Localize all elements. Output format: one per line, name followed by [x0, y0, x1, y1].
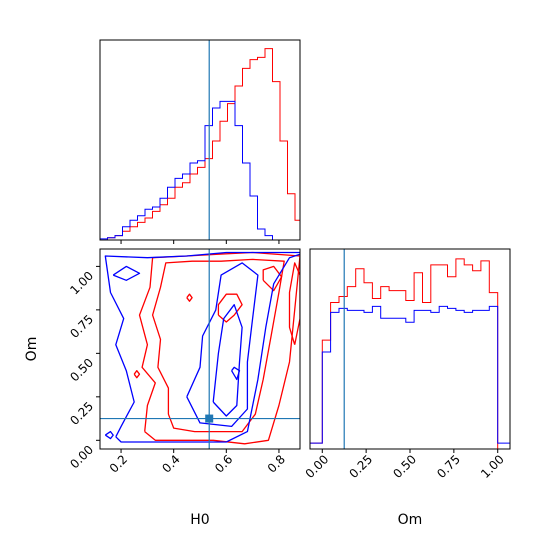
- h0-axis-label: H0: [190, 512, 209, 528]
- contour-2: [217, 293, 243, 323]
- contour-5: [186, 293, 193, 302]
- om-marginal-frame: [309, 248, 511, 450]
- om-tick-label-1: 0.25: [67, 399, 96, 428]
- om-hist-series-0: [310, 258, 510, 450]
- h0-hist-layer: [100, 48, 300, 241]
- om-x-tick-label-2: 0.50: [390, 452, 419, 481]
- om-y-axis-label: Om: [24, 337, 40, 362]
- om-tick-label-4: 1.00: [67, 269, 96, 298]
- contour-1: [151, 258, 285, 433]
- contour-layer: [104, 251, 300, 445]
- contour-4: [262, 265, 283, 292]
- om-x-tick-label-0: 0.00: [303, 452, 332, 481]
- om-x-tick-label-3: 0.75: [434, 452, 463, 481]
- om-tick-label-0: 0.00: [67, 443, 96, 472]
- h0-tick-label-2: 0.6: [212, 452, 235, 475]
- contour-12: [112, 265, 141, 281]
- contour-8: [186, 262, 259, 428]
- om-axis-label: Om: [398, 512, 423, 528]
- h0-hist-series-0: [100, 48, 300, 241]
- h0-hist-series-1: [100, 100, 300, 241]
- h0-tick-label-1: 0.4: [159, 452, 182, 475]
- om-x-axis-ticks: 0.00 0.25 0.50 0.75 1.00: [303, 449, 507, 481]
- contour-7: [104, 251, 300, 443]
- h0-tick-label-3: 0.8: [265, 452, 288, 475]
- contour-frame: [99, 248, 301, 450]
- contour-9: [212, 304, 243, 417]
- om-marginal-panel: 0.00 0.25 0.50 0.75 1.00 Om: [303, 248, 511, 528]
- contour-11: [104, 430, 114, 440]
- h0-marginal-panel: [99, 39, 301, 244]
- contour-6: [133, 370, 141, 379]
- om-hist-series-1: [310, 305, 510, 444]
- h0-marginal-ticks: [120, 240, 280, 244]
- om-y-axis-ticks: 0.00 0.25 0.50 0.75 1.00: [67, 265, 100, 472]
- h0-marginal-frame: [99, 39, 301, 241]
- contour-3: [288, 262, 300, 345]
- om-tick-label-3: 0.75: [67, 312, 96, 341]
- om-tick-label-2: 0.50: [67, 356, 96, 385]
- contour-10: [231, 366, 241, 381]
- truth-marker: [205, 414, 214, 423]
- h0-tick-label-0: 0.2: [107, 452, 130, 475]
- om-x-tick-label-1: 0.25: [346, 452, 375, 481]
- om-x-tick-label-4: 1.00: [478, 452, 507, 481]
- h0-om-contour-panel: 0.2 0.4 0.6 0.8 0.00 0.25 0.50 0.75 1.00 H0 Om: [24, 248, 301, 528]
- h0-x-axis-ticks: 0.2 0.4 0.6 0.8: [107, 449, 288, 476]
- om-hist-layer: [310, 258, 510, 450]
